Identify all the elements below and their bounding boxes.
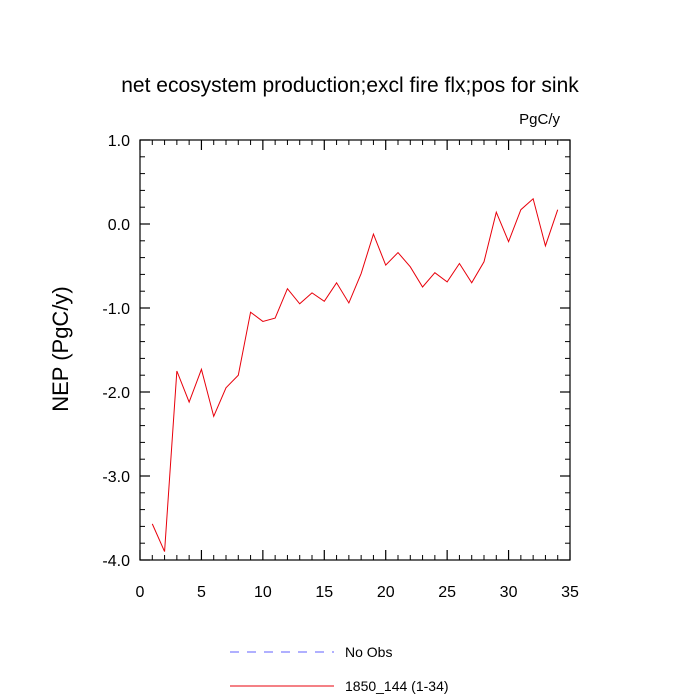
x-tick-label: 25 bbox=[438, 584, 456, 601]
x-tick-label: 5 bbox=[197, 584, 206, 601]
legend-label: No Obs bbox=[345, 644, 392, 660]
plot-frame bbox=[139, 139, 571, 561]
x-tick-label: 15 bbox=[315, 584, 333, 601]
chart-title: net ecosystem production;excl fire flx;p… bbox=[121, 74, 579, 97]
series-layer bbox=[151, 197, 559, 552]
y-axis-label: NEP (PgC/y) bbox=[48, 286, 73, 412]
x-tick-label: 35 bbox=[561, 584, 579, 601]
x-axis-ticks: 0 5 10 15 20 25 30 35 bbox=[136, 140, 579, 601]
units-label: PgC/y bbox=[519, 111, 560, 128]
y-tick-label: 0.0 bbox=[108, 217, 130, 234]
y-tick-label: -4.0 bbox=[102, 553, 130, 570]
legend-label: 1850_144 (1-34) bbox=[345, 678, 449, 694]
x-tick-label: 20 bbox=[377, 584, 395, 601]
series-line bbox=[151, 197, 559, 552]
x-tick-label: 0 bbox=[136, 584, 145, 601]
x-tick-label: 30 bbox=[500, 584, 518, 601]
y-tick-label: -2.0 bbox=[102, 385, 130, 402]
legend: No Obs 1850_144 (1-34) bbox=[230, 644, 449, 694]
y-axis-ticks: -4.0 -3.0 -2.0 -1.0 0.0 1.0 bbox=[102, 133, 570, 570]
plot-border bbox=[139, 139, 571, 561]
y-tick-label: -3.0 bbox=[102, 469, 130, 486]
y-tick-label: 1.0 bbox=[108, 133, 130, 150]
x-tick-label: 10 bbox=[254, 584, 272, 601]
minor-ticks bbox=[140, 140, 570, 560]
y-tick-label: -1.0 bbox=[102, 301, 130, 318]
